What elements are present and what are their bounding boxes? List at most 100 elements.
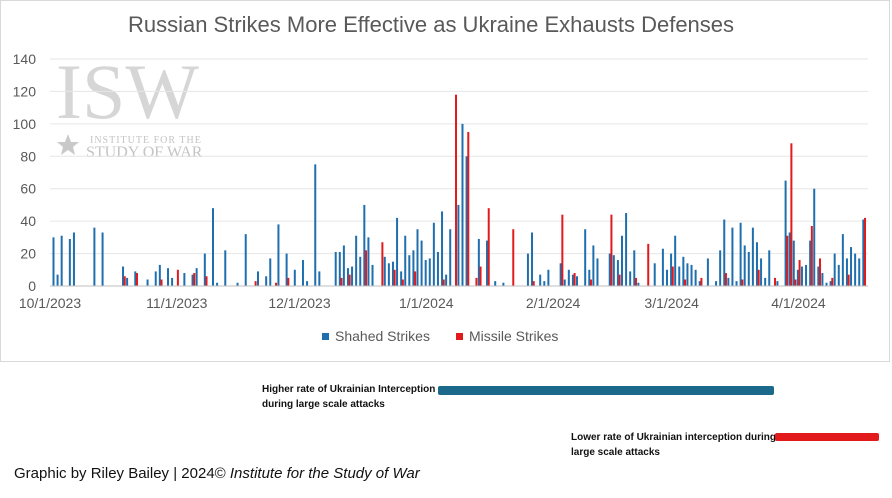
shahed-bar — [715, 281, 718, 286]
shahed-bar — [477, 238, 480, 286]
shahed-bar — [531, 232, 534, 286]
missile-bar — [794, 279, 797, 286]
shahed-bar — [567, 269, 570, 286]
shahed-bar — [154, 271, 157, 286]
shahed-bar — [224, 250, 227, 286]
shahed-bar — [682, 256, 685, 286]
shahed-bar — [625, 213, 628, 286]
shahed-bar — [784, 180, 787, 286]
shahed-bar — [277, 224, 280, 286]
shahed-bar — [764, 277, 767, 286]
annotation-lower-line2: large scale attacks — [571, 447, 660, 458]
missile-bar — [618, 274, 621, 286]
missile-bar — [561, 214, 564, 286]
shahed-bar — [621, 235, 623, 286]
legend-swatch-missile — [455, 332, 463, 340]
missile-bar — [700, 277, 703, 286]
shahed-bar — [596, 258, 599, 286]
missile-bar — [757, 269, 760, 286]
shahed-bar — [539, 274, 542, 286]
shahed-bar — [698, 281, 701, 286]
shahed-bar — [674, 235, 677, 286]
shahed-bar — [171, 277, 174, 286]
shahed-bar — [367, 237, 370, 286]
shahed-bar — [845, 258, 848, 286]
missile-bar — [393, 269, 396, 286]
shahed-bar — [355, 235, 358, 286]
legend-item-missile: Missile Strikes — [455, 328, 558, 344]
shahed-bar — [408, 255, 411, 286]
shahed-bar — [833, 253, 836, 286]
missile-bar — [467, 131, 470, 286]
y-tick-label: 60 — [20, 181, 36, 197]
shahed-bar — [776, 281, 779, 286]
shahed-bar — [359, 256, 362, 286]
shahed-bar — [813, 188, 816, 286]
missile-bar — [741, 279, 744, 286]
missile-bar — [774, 277, 777, 286]
credit-text: Graphic by Riley Bailey | 2024© — [14, 465, 230, 482]
shahed-bar — [212, 208, 214, 286]
shahed-bar — [862, 219, 865, 286]
shahed-bar — [412, 250, 415, 286]
shahed-bar — [629, 271, 632, 286]
annotation-higher-text: Higher rate of Ukrainian Interception du… — [262, 382, 435, 412]
shahed-bar — [588, 269, 591, 286]
shahed-bar — [768, 250, 771, 286]
missile-bar — [348, 274, 351, 286]
x-tick-label: 4/1/2024 — [771, 295, 826, 311]
shahed-bar — [56, 274, 59, 286]
shahed-bar — [727, 277, 730, 286]
chart-plot: 0 20 40 60 80 100 120 140 10/1/2023 11/1/2023 12/1… — [13, 51, 868, 311]
missile-bar — [864, 217, 867, 286]
shahed-bar — [494, 281, 497, 286]
shahed-bar — [751, 227, 754, 286]
missile-bar — [819, 258, 822, 286]
shahed-bar — [543, 281, 546, 286]
shahed-bar — [318, 271, 321, 286]
shahed-bar — [396, 217, 399, 286]
shahed-bar — [420, 240, 423, 286]
shahed-bar — [351, 266, 354, 286]
y-tick-label: 100 — [13, 116, 37, 132]
shahed-bar — [465, 156, 468, 286]
shahed-bar — [821, 273, 824, 286]
shahed-bar — [526, 253, 529, 286]
legend-swatch-shahed — [322, 332, 329, 340]
y-tick-label: 120 — [13, 83, 37, 99]
shahed-bar — [633, 250, 636, 286]
missile-bar — [275, 282, 278, 286]
annotation-higher-line2: during large scale attacks — [262, 399, 385, 410]
x-tick-label: 1/1/2024 — [399, 295, 454, 311]
shahed-bar — [690, 264, 693, 286]
shahed-bar — [747, 251, 750, 286]
shahed-bar — [547, 269, 550, 286]
shahed-bar — [858, 258, 861, 286]
missile-bar — [254, 281, 257, 286]
missile-bar — [135, 273, 138, 286]
shahed-bar — [265, 276, 268, 286]
shahed-bar — [404, 235, 407, 286]
missile-bar — [573, 273, 576, 286]
shahed-bar — [792, 240, 795, 286]
shahed-bar — [706, 258, 709, 286]
credit-line: Graphic by Riley Bailey | 2024© Institut… — [14, 465, 420, 482]
shahed-bar — [755, 242, 758, 286]
shahed-bar — [314, 164, 317, 286]
missile-bar — [831, 277, 834, 286]
shahed-bar — [576, 276, 579, 286]
shahed-bar — [571, 274, 574, 286]
shahed-bar — [743, 245, 746, 286]
annotation-higher-bar — [438, 386, 774, 395]
shahed-bar — [342, 245, 345, 286]
shahed-bar — [788, 232, 791, 286]
shahed-bar — [338, 251, 341, 286]
shahed-bar — [256, 271, 259, 286]
annotation-higher-line1: Higher rate of Ukrainian Interception — [262, 384, 436, 395]
shahed-bar — [436, 251, 439, 286]
missile-bar — [479, 266, 482, 286]
shahed-bar — [723, 219, 726, 286]
annotation-lower-text: Lower rate of Ukrainian interception dur… — [571, 430, 776, 460]
missile-bar — [365, 250, 368, 286]
shahed-bar — [584, 229, 587, 286]
